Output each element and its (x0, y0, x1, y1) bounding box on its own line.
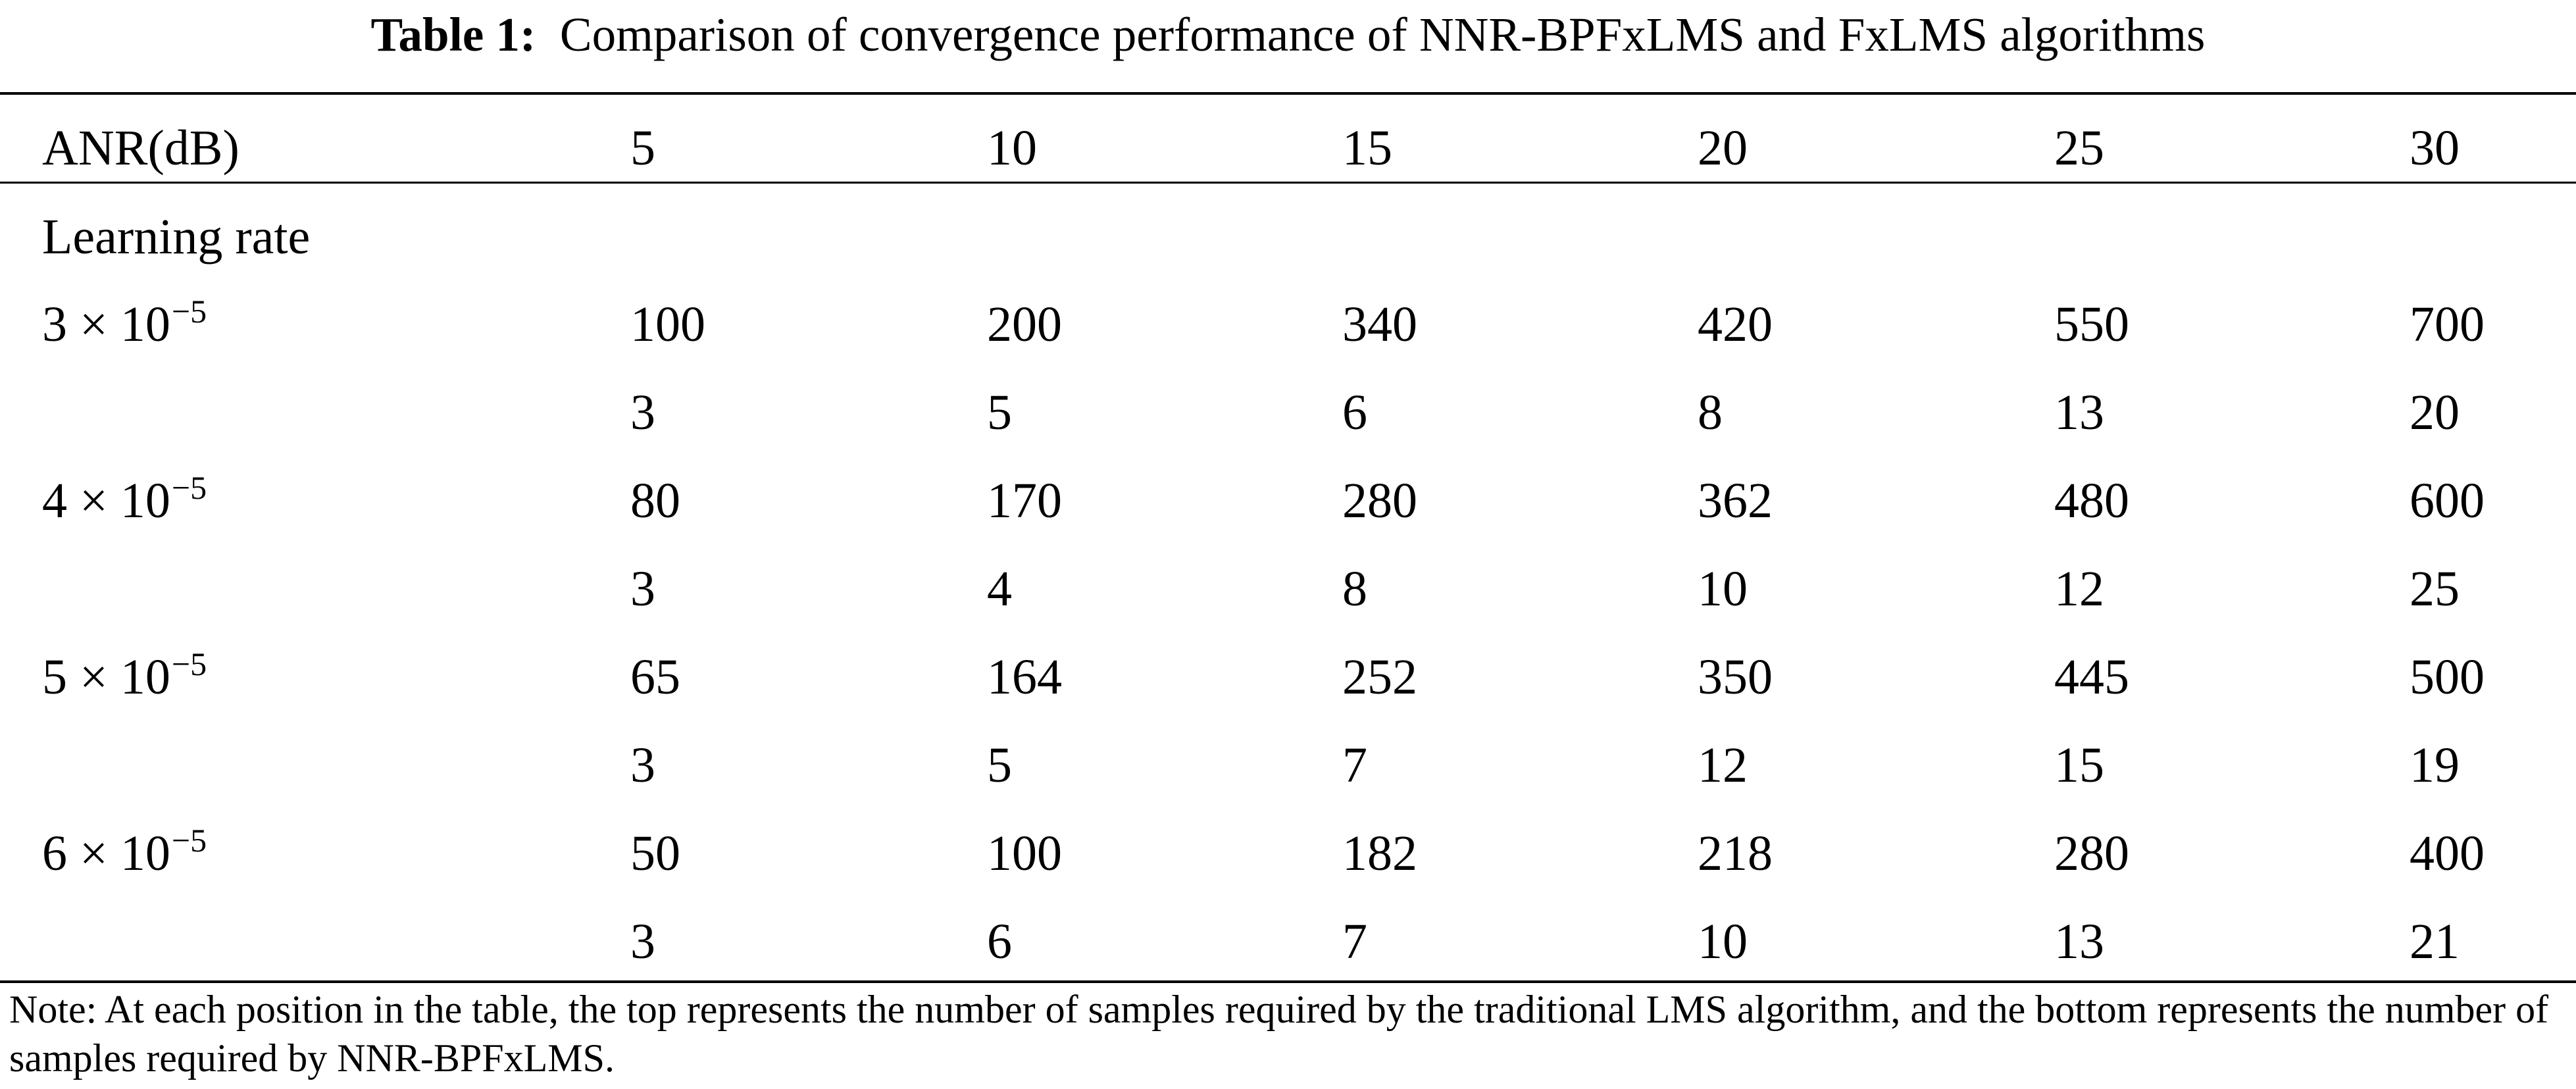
table-cell: 12 (1698, 738, 1748, 793)
table-cell: 50 (630, 826, 680, 881)
table-cell: 280 (1342, 473, 1417, 528)
table-top-rule (0, 92, 2576, 95)
header-col-1: 5 (630, 120, 655, 176)
table-cell: 350 (1698, 649, 1773, 705)
table-cell: 480 (2054, 473, 2129, 528)
table-caption-label: Table 1: (370, 8, 536, 61)
table-cell: 362 (1698, 473, 1773, 528)
table-caption: Table 1: Comparison of convergence perfo… (0, 5, 2576, 64)
table-cell: 700 (2410, 297, 2485, 352)
table-cell: 3 (630, 914, 655, 969)
table-cell: 200 (987, 297, 1062, 352)
table-cell: 6 (1342, 385, 1367, 440)
table-cell: 400 (2410, 826, 2485, 881)
table-cell: 340 (1342, 297, 1417, 352)
table-cell: 8 (1342, 561, 1367, 617)
table-cell: 280 (2054, 826, 2129, 881)
section-label-learning-rate: Learning rate (42, 209, 311, 265)
learning-rate-label: 4 × 10−5 (42, 469, 207, 528)
header-col-5: 25 (2054, 120, 2104, 176)
learning-rate-label: 3 × 10−5 (42, 293, 207, 352)
header-col-6: 30 (2410, 120, 2460, 176)
table-cell: 20 (2410, 385, 2460, 440)
table-cell: 4 (987, 561, 1012, 617)
table-cell: 6 (987, 914, 1012, 969)
table-cell: 3 (630, 738, 655, 793)
table-cell: 3 (630, 385, 655, 440)
learning-rate-label: 6 × 10−5 (42, 822, 207, 881)
table-cell: 100 (630, 297, 705, 352)
table-cell: 600 (2410, 473, 2485, 528)
table-header-rule (0, 182, 2576, 184)
table-cell: 100 (987, 826, 1062, 881)
table-cell: 21 (2410, 914, 2460, 969)
table-cell: 13 (2054, 914, 2104, 969)
table-cell: 80 (630, 473, 680, 528)
table-cell: 7 (1342, 738, 1367, 793)
table-cell: 170 (987, 473, 1062, 528)
table-note: Note: At each position in the table, the… (9, 988, 2549, 1080)
learning-rate-label: 5 × 10−5 (42, 646, 207, 705)
table-cell: 65 (630, 649, 680, 705)
header-row-label: ANR(dB) (42, 120, 240, 176)
table-caption-text: Comparison of convergence performance of… (559, 8, 2206, 61)
table-cell: 10 (1698, 561, 1748, 617)
table-cell: 10 (1698, 914, 1748, 969)
table-cell: 8 (1698, 385, 1723, 440)
table-cell: 25 (2410, 561, 2460, 617)
table-cell: 550 (2054, 297, 2129, 352)
table-cell: 13 (2054, 385, 2104, 440)
header-col-2: 10 (987, 120, 1037, 176)
table-cell: 7 (1342, 914, 1367, 969)
table-bottom-rule (0, 980, 2576, 983)
table-cell: 252 (1342, 649, 1417, 705)
table-cell: 420 (1698, 297, 1773, 352)
table-cell: 12 (2054, 561, 2104, 617)
table-cell: 218 (1698, 826, 1773, 881)
table-cell: 3 (630, 561, 655, 617)
table-cell: 5 (987, 738, 1012, 793)
header-col-4: 20 (1698, 120, 1748, 176)
table-cell: 164 (987, 649, 1062, 705)
table-cell: 182 (1342, 826, 1417, 881)
table-cell: 15 (2054, 738, 2104, 793)
table-cell: 5 (987, 385, 1012, 440)
table-cell: 500 (2410, 649, 2485, 705)
header-col-3: 15 (1342, 120, 1392, 176)
table-cell: 19 (2410, 738, 2460, 793)
table-cell: 445 (2054, 649, 2129, 705)
